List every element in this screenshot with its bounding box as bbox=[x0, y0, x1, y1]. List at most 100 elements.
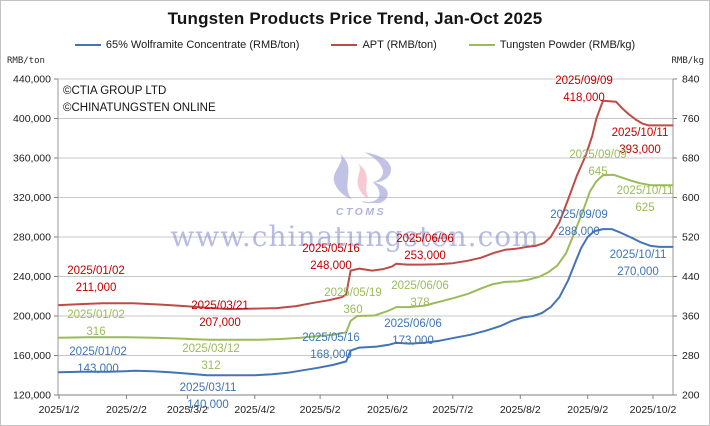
annotation-date: 2025/05/16 bbox=[302, 243, 360, 255]
annotation-powder: 2025/09/09 645 bbox=[543, 147, 653, 181]
annotation-date: 2025/10/11 bbox=[609, 249, 667, 261]
annotation-date: 2025/01/02 bbox=[67, 309, 125, 321]
annotation-powder: 2025/10/11 625 bbox=[590, 183, 700, 217]
annotation-date: 2025/09/09 bbox=[555, 75, 613, 87]
x-axis-label: 2025/2/2 bbox=[106, 404, 147, 416]
annotation-date: 2025/06/06 bbox=[396, 233, 454, 245]
copyright-line-2: ©CHINATUNGSTEN ONLINE bbox=[63, 101, 216, 114]
right-axis-unit: RMB/kg bbox=[671, 56, 704, 66]
annotation-value: 316 bbox=[86, 326, 106, 338]
legend-item-apt: APT (RMB/ton) bbox=[331, 39, 437, 51]
annotation-powder: 2025/03/12 312 bbox=[156, 341, 266, 375]
ctoms-logo-icon bbox=[333, 152, 392, 205]
left-axis-label: 280,000 bbox=[13, 232, 51, 244]
annotation-date: 2025/03/12 bbox=[182, 343, 240, 355]
annotation-date: 2025/10/11 bbox=[611, 127, 669, 139]
annotation-value: 207,000 bbox=[199, 317, 241, 329]
annotation-date: 2025/01/02 bbox=[69, 346, 127, 358]
annotation-value: 645 bbox=[588, 166, 608, 178]
annotation-value: 168,000 bbox=[310, 349, 352, 361]
annotation-date: 2025/06/06 bbox=[384, 318, 442, 330]
left-axis-label: 360,000 bbox=[13, 153, 51, 165]
annotation-value: 143,000 bbox=[77, 363, 119, 375]
series-line-powder bbox=[58, 173, 674, 341]
annotation-value: 378 bbox=[410, 297, 430, 309]
copyright-line-1: ©CTIA GROUP LTD bbox=[63, 85, 167, 97]
left-axis-label: 120,000 bbox=[13, 390, 51, 402]
annotation-wolframite: 2025/01/02 143,000 bbox=[43, 344, 153, 378]
annotation-date: 2025/03/21 bbox=[191, 300, 249, 312]
left-axis-label: 240,000 bbox=[13, 271, 51, 283]
annotation-value: 312 bbox=[201, 360, 221, 372]
annotation-powder: 2025/05/19 360 bbox=[298, 285, 408, 319]
annotation-value: 270,000 bbox=[617, 266, 659, 278]
right-axis-label: 440 bbox=[682, 271, 700, 283]
watermark-logo: CTOMS bbox=[323, 151, 399, 218]
series-line-wolframite bbox=[58, 228, 674, 377]
annotation-value: 418,000 bbox=[563, 92, 605, 104]
annotation-apt: 2025/01/02 211,000 bbox=[41, 263, 151, 297]
copyright-notice: ©CTIA GROUP LTD ©CHINATUNGSTEN ONLINE bbox=[63, 83, 216, 116]
watermark-url-text: www.chinatungsten.com bbox=[170, 220, 540, 253]
annotation-date: 2025/09/09 bbox=[569, 149, 627, 161]
annotation-value: 288,000 bbox=[558, 226, 600, 238]
annotation-apt: 2025/06/06 253,000 bbox=[370, 231, 480, 265]
annotation-date: 2025/09/09 bbox=[550, 209, 608, 221]
legend-label-apt: APT (RMB/ton) bbox=[362, 39, 437, 51]
right-axis-label: 840 bbox=[682, 74, 700, 86]
annotation-apt: 2025/09/09 418,000 bbox=[529, 73, 639, 107]
annotation-date: 2025/05/16 bbox=[302, 332, 360, 344]
x-axis-label: 2025/1/2 bbox=[39, 404, 80, 416]
annotation-value: 393,000 bbox=[619, 144, 661, 156]
left-axis-label: 440,000 bbox=[13, 74, 51, 86]
annotation-value: 211,000 bbox=[75, 282, 117, 294]
annotation-wolframite: 2025/06/06 173,000 bbox=[358, 316, 468, 350]
left-axis-label: 200,000 bbox=[13, 311, 51, 323]
chart-title: Tungsten Products Price Trend, Jan-Oct 2… bbox=[167, 9, 543, 28]
annotation-powder: 2025/06/06 378 bbox=[365, 278, 475, 312]
annotation-apt: 2025/10/11 393,000 bbox=[585, 125, 695, 159]
right-axis-label: 600 bbox=[682, 192, 700, 204]
annotation-wolframite: 2025/03/11 140,000 bbox=[153, 380, 263, 414]
x-axis-label: 2025/5/2 bbox=[300, 404, 341, 416]
annotation-value: 360 bbox=[343, 304, 363, 316]
left-axis-label: 400,000 bbox=[13, 113, 51, 125]
left-axis-unit: RMB/ton bbox=[7, 56, 45, 66]
series-line-apt bbox=[58, 99, 674, 311]
right-axis-label: 280 bbox=[682, 350, 700, 362]
right-axis-label: 760 bbox=[682, 113, 700, 125]
annotation-value: 253,000 bbox=[404, 250, 446, 262]
annotation-value: 248,000 bbox=[310, 260, 352, 272]
x-axis-label: 2025/10/2 bbox=[630, 404, 677, 416]
legend-swatch-apt bbox=[331, 44, 358, 46]
annotation-powder: 2025/01/02 316 bbox=[41, 307, 151, 341]
ctoms-logo-text: CTOMS bbox=[335, 206, 387, 218]
legend-label-powder: Tungsten Powder (RMB/kg) bbox=[499, 39, 636, 51]
right-axis-label: 360 bbox=[682, 311, 700, 323]
annotation-date: 2025/03/11 bbox=[179, 382, 237, 394]
annotation-wolframite: 2025/05/16 168,000 bbox=[276, 330, 386, 364]
annotation-date: 2025/05/19 bbox=[324, 287, 382, 299]
annotation-value: 625 bbox=[635, 202, 655, 214]
x-axis-label: 2025/7/2 bbox=[432, 404, 473, 416]
annotation-value: 173,000 bbox=[392, 335, 434, 347]
x-axis-label: 2025/4/2 bbox=[234, 404, 275, 416]
annotation-date: 2025/10/11 bbox=[616, 185, 674, 197]
legend-item-wolframite: 65% Wolframite Concentrate (RMB/ton) bbox=[74, 39, 300, 51]
annotation-apt: 2025/05/16 248,000 bbox=[276, 241, 386, 275]
legend-swatch-wolframite bbox=[74, 44, 101, 46]
left-axis-label: 320,000 bbox=[13, 192, 51, 204]
legend-label-wolframite: 65% Wolframite Concentrate (RMB/ton) bbox=[105, 39, 300, 51]
left-axis-label: 160,000 bbox=[13, 350, 51, 362]
annotation-apt: 2025/03/21 207,000 bbox=[165, 298, 275, 332]
right-axis-label: 680 bbox=[682, 153, 700, 165]
annotation-wolframite: 2025/09/09 288,000 bbox=[524, 207, 634, 241]
right-axis-label: 200 bbox=[682, 390, 700, 402]
x-axis-label: 2025/8/2 bbox=[500, 404, 541, 416]
annotation-date: 2025/01/02 bbox=[67, 265, 125, 277]
x-axis-label: 2025/9/2 bbox=[567, 404, 608, 416]
legend-swatch-powder bbox=[468, 44, 495, 46]
